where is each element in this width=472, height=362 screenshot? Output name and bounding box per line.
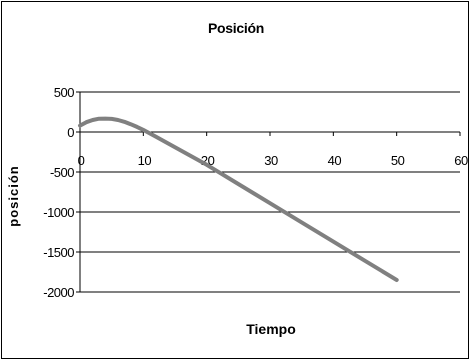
y-tick-label: -500 xyxy=(50,165,74,180)
y-tick-label: -1500 xyxy=(43,245,74,260)
x-tick-label: 0 xyxy=(78,153,85,168)
y-tick-label: -2000 xyxy=(43,285,74,300)
x-tick-label: 30 xyxy=(264,153,278,168)
y-tick-label: -1000 xyxy=(43,205,74,220)
plot-area xyxy=(80,92,460,292)
x-tick-label: 40 xyxy=(328,153,342,168)
y-axis-label: posición xyxy=(6,165,21,226)
x-axis-label: Tiempo xyxy=(246,321,296,337)
x-tick-label: 50 xyxy=(391,153,405,168)
x-tick-label: 10 xyxy=(138,153,152,168)
y-tick-label: 500 xyxy=(54,85,74,100)
y-tick-label: 0 xyxy=(67,125,74,140)
x-tick-label: 60 xyxy=(454,153,468,168)
